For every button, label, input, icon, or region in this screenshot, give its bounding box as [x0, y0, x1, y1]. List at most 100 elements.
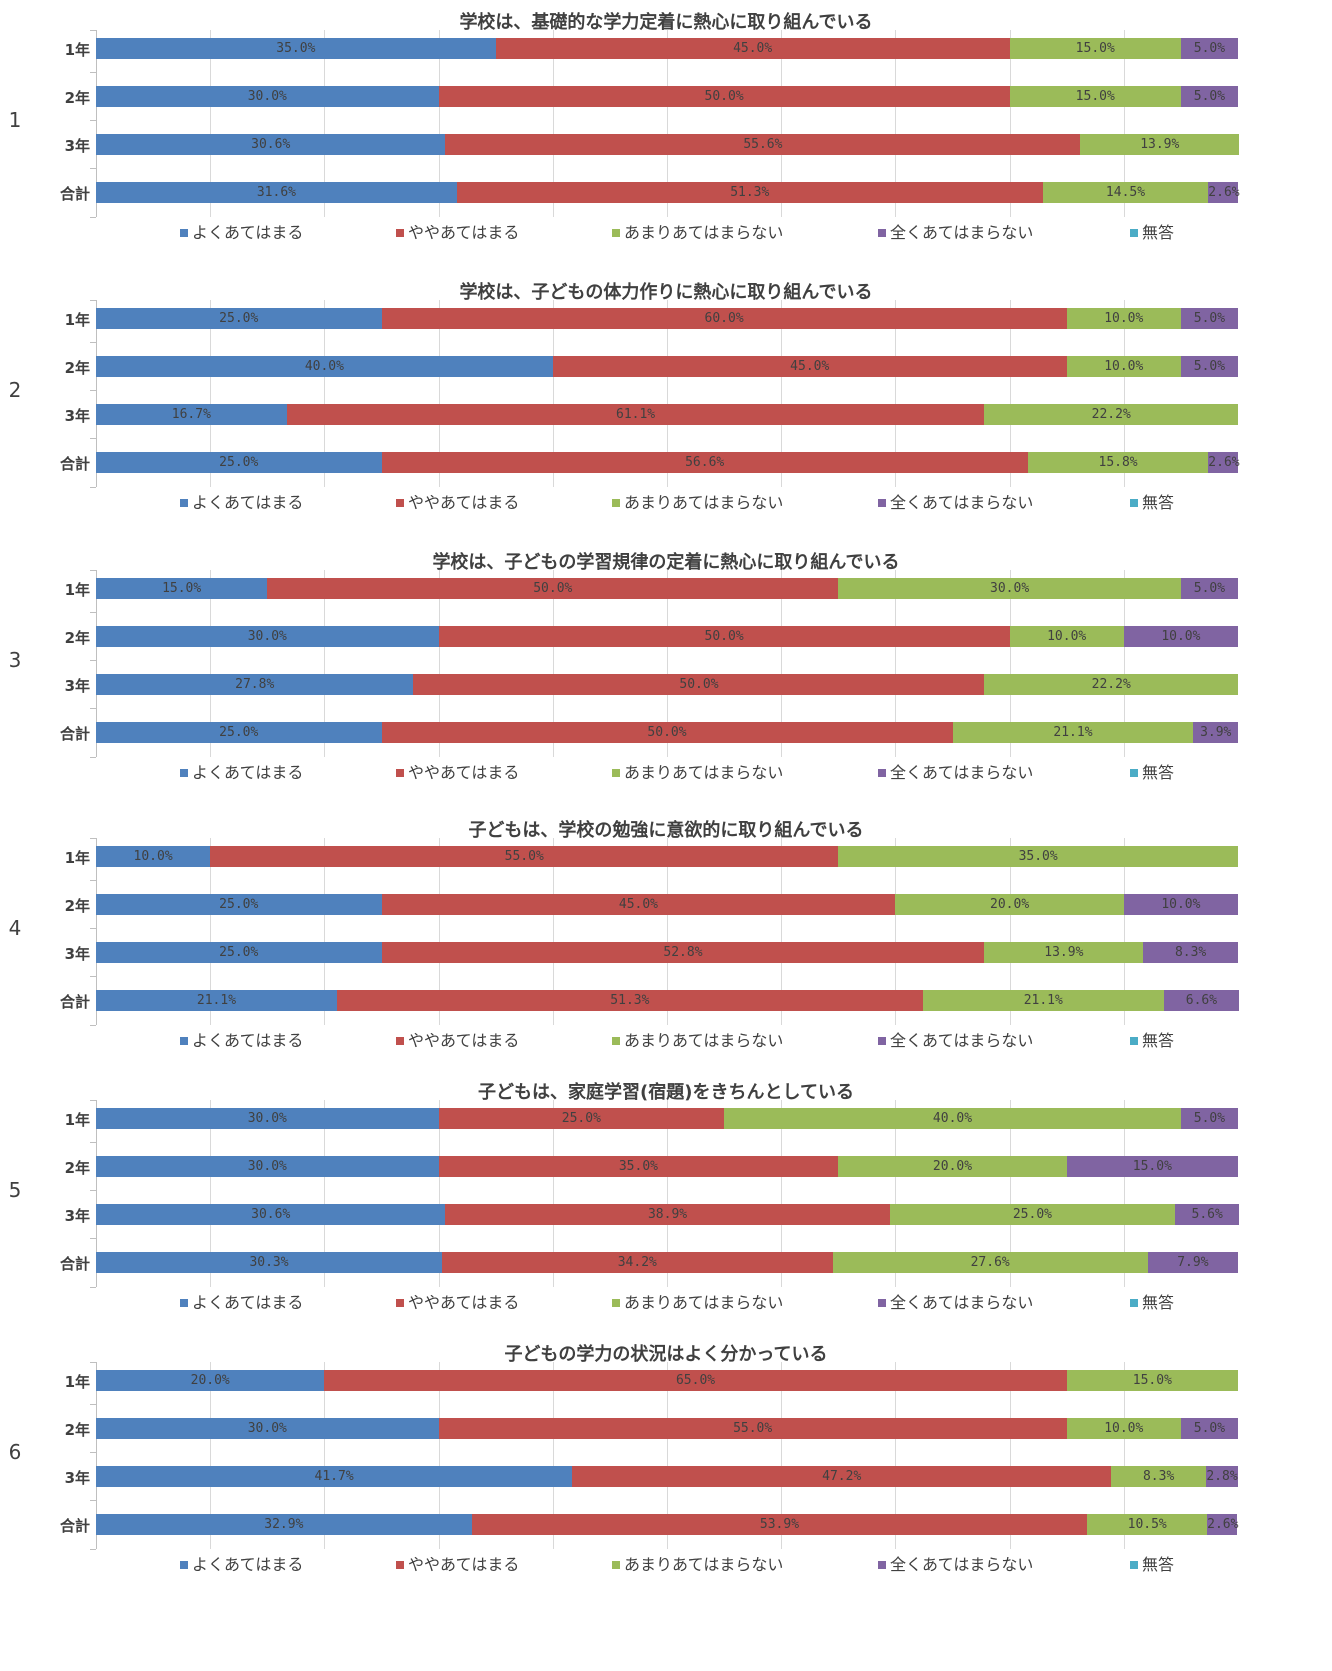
y-axis-tick: [90, 1404, 96, 1405]
category-label: 1年: [64, 311, 90, 329]
chart-panel: 子どもの学力の状況はよく分かっている 6 1年 20.0% 65.0% 15.0% 2年 30…: [0, 1332, 1332, 1610]
legend-item: 全くあてはまらない: [878, 1030, 1033, 1052]
legend-item: よくあてはまる: [180, 1030, 303, 1052]
x-gridline: [1123, 1362, 1125, 1549]
chart-title: 学校は、子どもの学習規律の定着に熱心に取り組んでいる: [432, 552, 900, 573]
bar-segment: 50.0%: [381, 722, 953, 743]
bar-segment: 2.6%: [1208, 452, 1240, 473]
x-gridline: [781, 1362, 783, 1549]
legend-swatch: [396, 769, 404, 777]
bar-segment: 8.3%: [1111, 1466, 1207, 1487]
x-gridline: [1009, 838, 1011, 1025]
bar-segment: 15.0%: [1009, 38, 1181, 59]
y-axis-tick: [90, 660, 96, 661]
x-gridline: [1009, 1100, 1011, 1287]
chart-title: 学校は、基礎的な学力定着に熱心に取り組んでいる: [459, 12, 873, 33]
bar-segment: 20.0%: [96, 1370, 325, 1391]
legend-label: 無答: [1142, 223, 1175, 242]
bar-segment: 25.0%: [889, 1204, 1176, 1225]
x-gridline: [667, 30, 668, 217]
bar-segment: 52.8%: [381, 942, 985, 963]
x-gridline: [210, 300, 212, 487]
data-label: 5.0%: [1193, 581, 1226, 596]
x-gridline: [1009, 300, 1011, 487]
legend-item: ややあてはまる: [396, 492, 519, 514]
category-label: 合計: [59, 455, 90, 473]
x-gridline: [552, 570, 554, 757]
legend-swatch: [180, 1037, 188, 1045]
legend-label: 全くあてはまらない: [890, 1031, 1034, 1050]
y-axis-tick: [90, 708, 96, 709]
data-label: 13.9%: [1044, 945, 1084, 960]
chart-legend: よくあてはまる ややあてはまる あまりあてはまらない 全くあてはまらない 無答: [0, 492, 1332, 514]
data-label: 10.0%: [1104, 1421, 1144, 1436]
y-axis-line: [96, 838, 97, 1025]
legend-item: 全くあてはまらない: [878, 492, 1033, 514]
legend-item: よくあてはまる: [180, 762, 303, 784]
x-gridline: [667, 300, 668, 487]
category-label: 2年: [64, 1421, 90, 1439]
chart-legend: よくあてはまる ややあてはまる あまりあてはまらない 全くあてはまらない 無答: [0, 222, 1332, 244]
legend-swatch: [396, 229, 404, 237]
chart-panel: 学校は、子どもの学習規律の定着に熱心に取り組んでいる 3 1年 15.0% 50.0% 3…: [0, 540, 1332, 818]
data-label: 8.3%: [1174, 945, 1207, 960]
data-label: 10.5%: [1127, 1517, 1167, 1532]
data-label: 35.0%: [618, 1159, 658, 1174]
data-label: 10.0%: [1161, 897, 1201, 912]
data-label: 55.0%: [504, 849, 544, 864]
data-label: 6.6%: [1185, 993, 1218, 1008]
bar-segment: 13.9%: [1080, 134, 1240, 155]
data-label: 35.0%: [276, 41, 316, 56]
data-label: 16.7%: [171, 407, 211, 422]
y-axis-tick: [90, 1100, 96, 1101]
bar-segment: 60.0%: [381, 308, 1067, 329]
bar-segment: 50.0%: [438, 626, 1010, 647]
panel-number: 5: [8, 1178, 22, 1202]
bar-segment: 25.0%: [96, 894, 382, 915]
bar-segment: 5.0%: [1180, 86, 1238, 107]
x-gridline: [324, 1100, 326, 1287]
data-label: 25.0%: [219, 311, 259, 326]
bar-segment: 8.3%: [1143, 942, 1238, 963]
legend-swatch: [612, 769, 620, 777]
legend-label: あまりあてはまらない: [624, 763, 784, 782]
y-axis-tick: [90, 976, 96, 977]
data-label: 30.0%: [247, 629, 287, 644]
legend-label: 無答: [1142, 1293, 1175, 1312]
bar-segment: 6.6%: [1163, 990, 1240, 1011]
data-label: 35.0%: [1018, 849, 1058, 864]
data-label: 2.6%: [1207, 1517, 1239, 1532]
bar-segment: 5.0%: [1180, 578, 1238, 599]
x-gridline: [895, 1100, 897, 1287]
data-label: 50.0%: [704, 629, 744, 644]
legend-swatch: [180, 769, 188, 777]
x-gridline: [552, 1100, 554, 1287]
data-label: 25.0%: [219, 897, 259, 912]
bar-segment: 15.0%: [96, 578, 268, 599]
x-gridline: [210, 1100, 212, 1287]
legend-item: 無答: [1130, 222, 1174, 244]
x-gridline: [1009, 570, 1011, 757]
bar-segment: 50.0%: [438, 86, 1010, 107]
bar-segment: 32.9%: [96, 1514, 472, 1535]
bar-segment: 5.0%: [1180, 1108, 1238, 1129]
legend-swatch: [878, 1037, 886, 1045]
bar-segment: 53.9%: [471, 1514, 1088, 1535]
panel-number: 1: [8, 108, 22, 132]
x-gridline: [552, 1362, 554, 1549]
legend-item: ややあてはまる: [396, 1292, 519, 1314]
legend-label: ややあてはまる: [408, 223, 520, 242]
y-axis-tick: [90, 1238, 96, 1239]
legend-label: 無答: [1142, 763, 1175, 782]
x-gridline: [667, 570, 668, 757]
y-axis-tick: [90, 438, 96, 439]
chart-panel: 学校は、子どもの体力作りに熱心に取り組んでいる 2 1年 25.0% 60.0% 10.0…: [0, 270, 1332, 548]
bar-segment: 56.6%: [381, 452, 1028, 473]
y-axis-tick: [90, 72, 96, 73]
data-label: 45.0%: [733, 41, 773, 56]
chart-title: 学校は、子どもの体力作りに熱心に取り組んでいる: [459, 282, 873, 303]
x-gridline: [895, 1362, 897, 1549]
data-label: 30.6%: [251, 1207, 291, 1222]
bar-segment: 30.0%: [96, 1418, 439, 1439]
data-label: 47.2%: [822, 1469, 862, 1484]
